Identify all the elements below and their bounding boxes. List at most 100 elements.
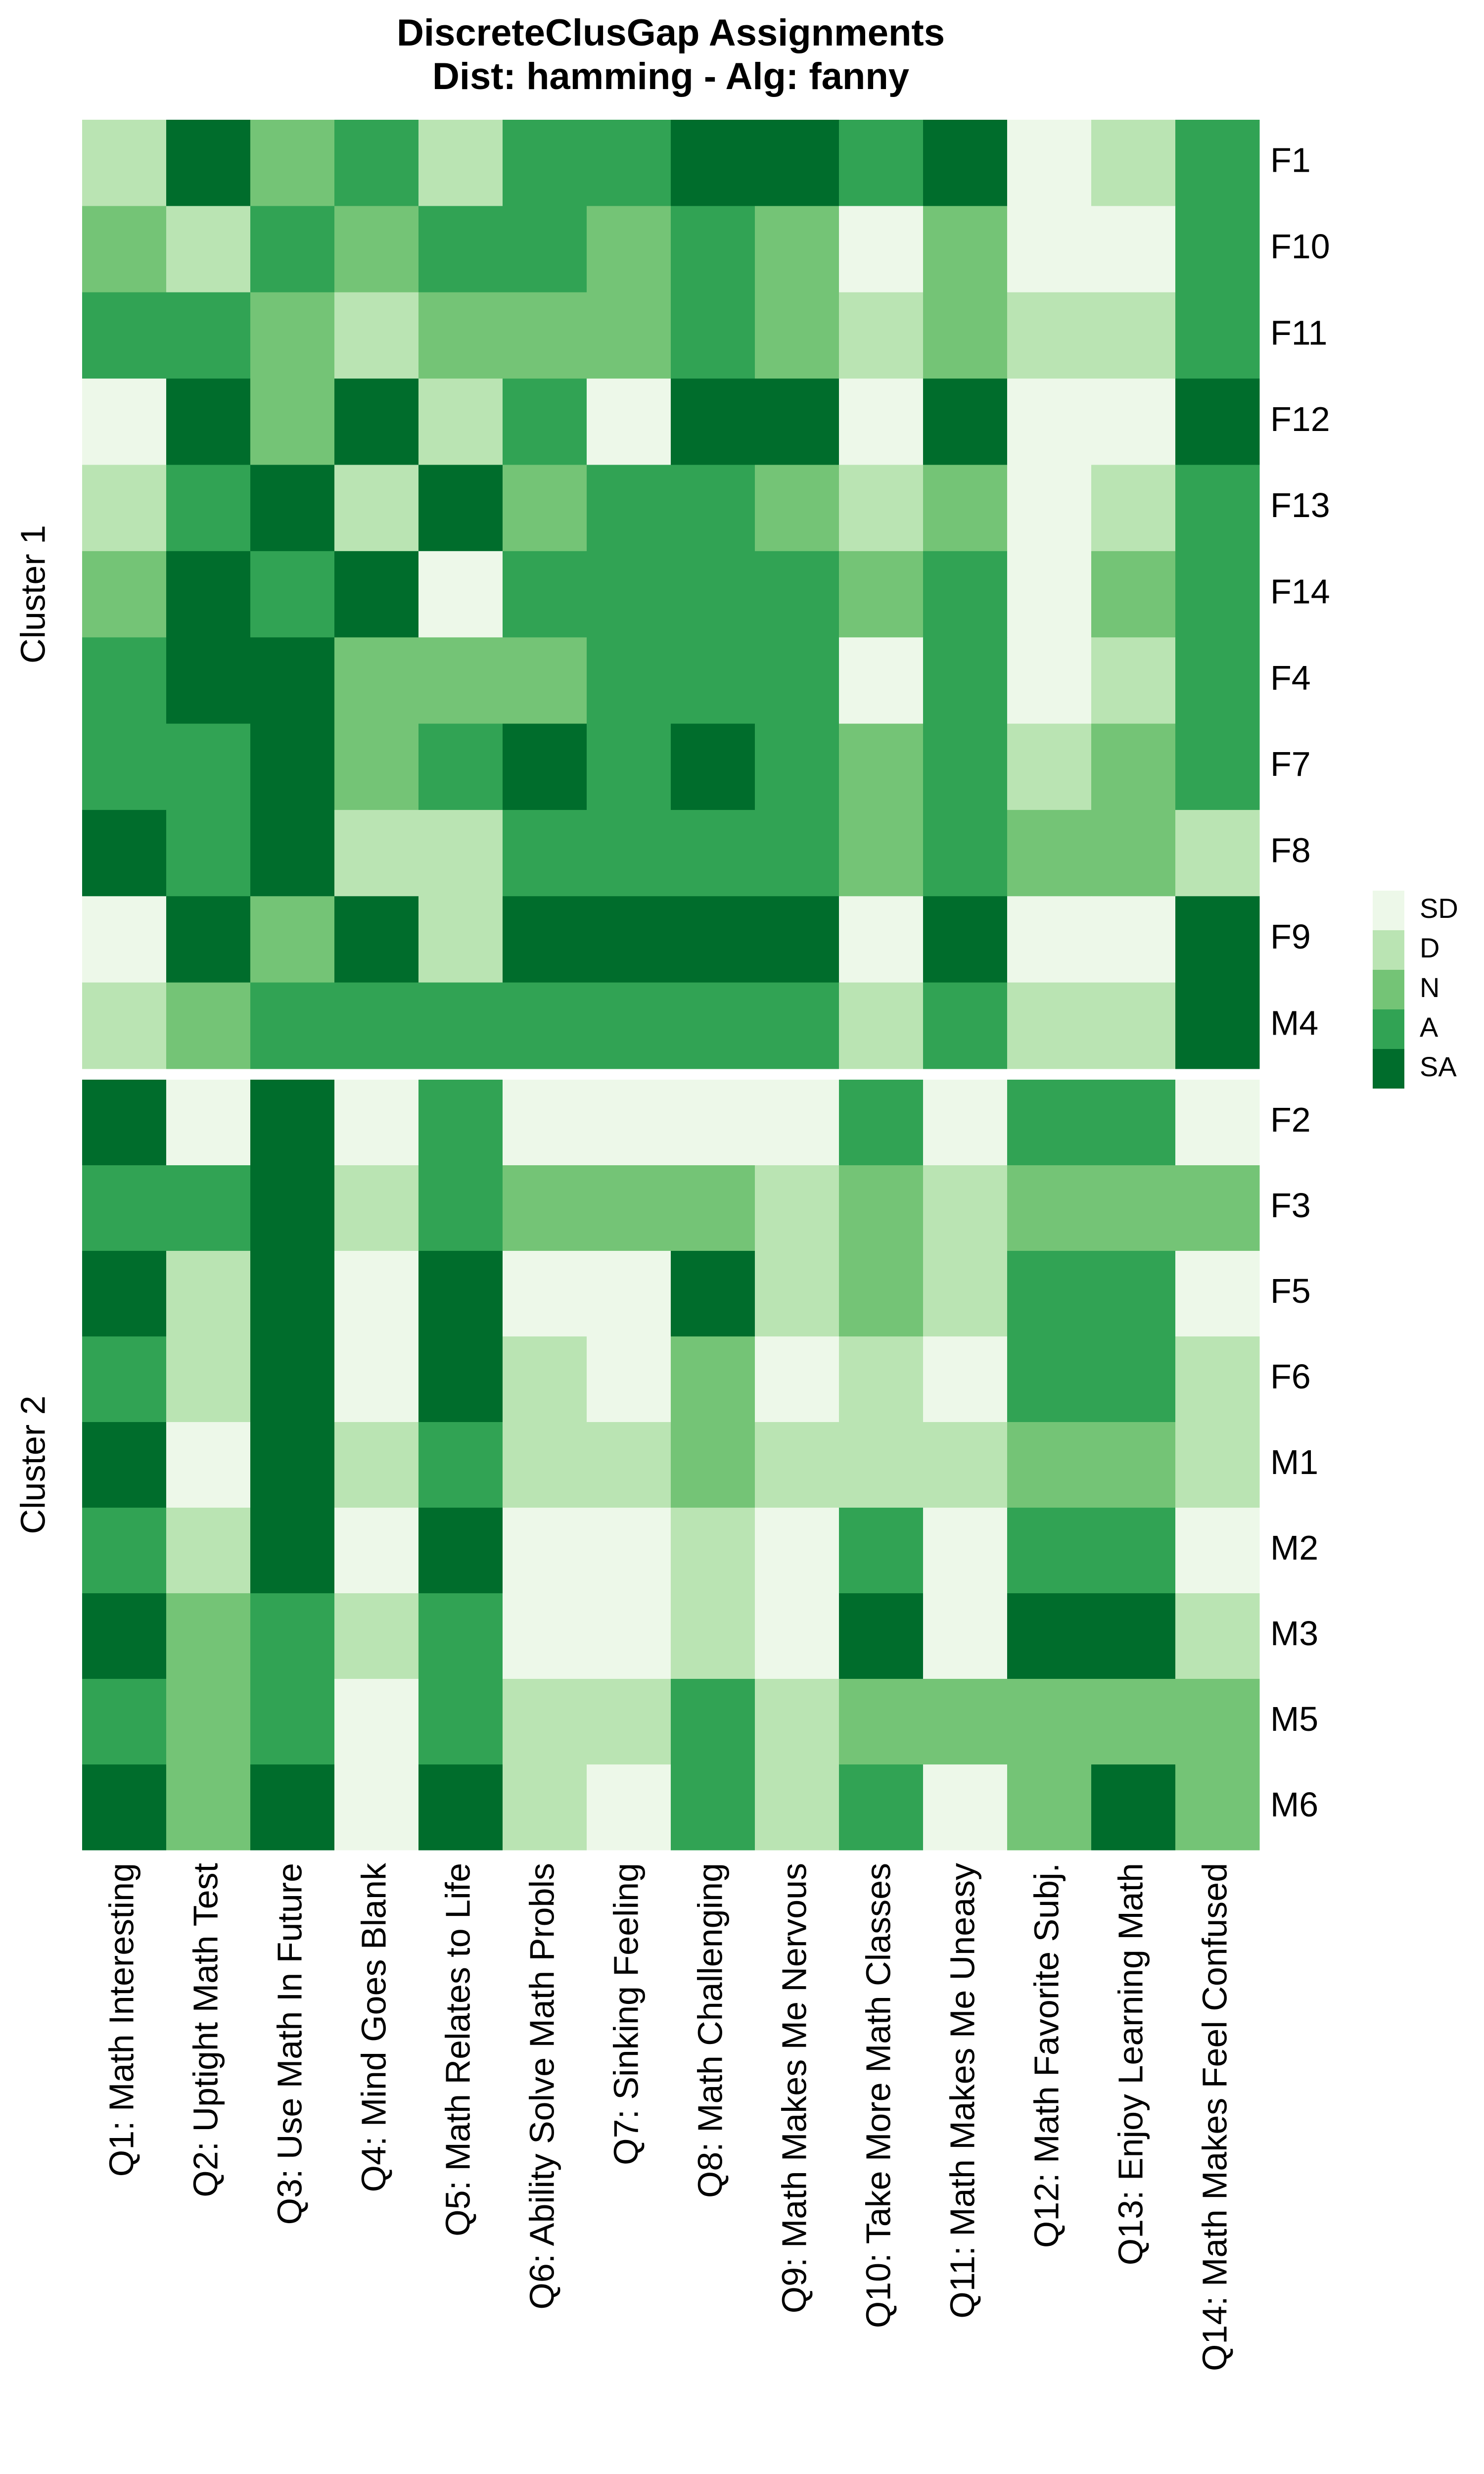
heatmap-cell xyxy=(1091,1336,1176,1423)
heatmap-cell xyxy=(334,1422,419,1508)
column-label: Q1: Math Interesting xyxy=(102,1863,140,2177)
column-label: Q10: Take More Math Classes xyxy=(859,1863,897,2328)
heatmap-cell xyxy=(82,1422,167,1508)
heatmap-cell xyxy=(1175,1165,1260,1251)
heatmap-cell xyxy=(503,120,587,206)
row-label: F2 xyxy=(1270,1100,1311,1139)
legend-swatch xyxy=(1373,930,1404,970)
heatmap-cell xyxy=(1091,551,1176,638)
heatmap-cell xyxy=(250,120,335,206)
heatmap-cell xyxy=(250,637,335,724)
heatmap-cell xyxy=(839,465,924,552)
heatmap-cell xyxy=(418,1508,503,1594)
heatmap-cell xyxy=(418,809,503,897)
heatmap-cell xyxy=(1007,1251,1092,1337)
heatmap-cell xyxy=(671,637,755,724)
heatmap-cell xyxy=(755,551,839,638)
heatmap-cell xyxy=(671,1165,755,1251)
heatmap-cell xyxy=(587,1764,671,1851)
heatmap-cell xyxy=(839,1679,924,1765)
heatmap-cell xyxy=(1091,120,1176,206)
heatmap-cell xyxy=(1007,1764,1092,1851)
heatmap-cell xyxy=(418,120,503,206)
column-label: Q8: Math Challenging xyxy=(691,1863,729,2198)
heatmap-cell xyxy=(166,723,251,810)
heatmap-cell xyxy=(82,1080,167,1166)
heatmap-cell xyxy=(839,723,924,810)
heatmap-cell xyxy=(671,1336,755,1423)
heatmap-cell xyxy=(503,206,587,293)
row-label: F1 xyxy=(1270,141,1311,180)
heatmap-cell xyxy=(1175,120,1260,206)
row-label: M4 xyxy=(1270,1003,1318,1042)
heatmap-cell xyxy=(1007,465,1092,552)
heatmap-cell xyxy=(839,809,924,897)
heatmap-cell xyxy=(839,206,924,293)
heatmap-cell xyxy=(1007,1165,1092,1251)
heatmap-cell xyxy=(755,1679,839,1765)
heatmap-cell xyxy=(503,465,587,552)
column-label: Q4: Mind Goes Blank xyxy=(354,1862,393,2192)
heatmap-cell xyxy=(250,206,335,293)
heatmap-cell xyxy=(1007,551,1092,638)
heatmap-cell xyxy=(334,1080,419,1166)
heatmap-cell xyxy=(1091,465,1176,552)
heatmap-cell xyxy=(250,982,335,1069)
heatmap-cell xyxy=(503,982,587,1069)
heatmap-cell xyxy=(923,206,1008,293)
heatmap-cell xyxy=(418,379,503,465)
heatmap-cell xyxy=(166,1422,251,1508)
heatmap-cell xyxy=(923,551,1008,638)
heatmap-cell xyxy=(755,1336,839,1423)
heatmap-cell xyxy=(1175,1679,1260,1765)
heatmap-cell xyxy=(587,1165,671,1251)
heatmap-cell xyxy=(82,982,167,1069)
heatmap-cell xyxy=(418,1593,503,1679)
column-label: Q14: Math Makes Feel Confused xyxy=(1195,1863,1234,2371)
heatmap-cell xyxy=(418,551,503,638)
heatmap-cell xyxy=(1007,120,1092,206)
heatmap-cell xyxy=(418,1251,503,1337)
heatmap-cell xyxy=(755,1080,839,1166)
heatmap-cell xyxy=(418,292,503,379)
heatmap-cell xyxy=(250,809,335,897)
heatmap-cell xyxy=(671,465,755,552)
row-label: F11 xyxy=(1270,313,1327,352)
heatmap-cell xyxy=(1091,1593,1176,1679)
heatmap-cell xyxy=(166,379,251,465)
heatmap-cell xyxy=(671,809,755,897)
heatmap-cell xyxy=(250,1508,335,1594)
heatmap-cell xyxy=(1007,292,1092,379)
heatmap-cell xyxy=(82,1679,167,1765)
heatmap-cell xyxy=(1007,1508,1092,1594)
heatmap-cell xyxy=(1175,896,1260,983)
heatmap-cell xyxy=(166,551,251,638)
heatmap-cell xyxy=(334,1508,419,1594)
heatmap-cell xyxy=(671,1080,755,1166)
heatmap-cell xyxy=(250,379,335,465)
heatmap-cell xyxy=(1091,1080,1176,1166)
heatmap-cell xyxy=(334,982,419,1069)
heatmap-cell xyxy=(166,1593,251,1679)
heatmap-cell xyxy=(418,465,503,552)
heatmap-cell xyxy=(839,1336,924,1423)
heatmap-cell xyxy=(503,292,587,379)
heatmap-cell xyxy=(839,379,924,465)
heatmap-cell xyxy=(587,982,671,1069)
heatmap-cell xyxy=(250,1764,335,1851)
legend-swatch xyxy=(1373,970,1404,1009)
heatmap-cell xyxy=(82,723,167,810)
heatmap-cell xyxy=(166,896,251,983)
heatmap-cell xyxy=(1007,809,1092,897)
heatmap-cell xyxy=(1175,551,1260,638)
heatmap-cell xyxy=(755,1764,839,1851)
heatmap-cell xyxy=(166,809,251,897)
heatmap-cell xyxy=(334,809,419,897)
column-label: Q13: Enjoy Learning Math xyxy=(1111,1863,1150,2265)
heatmap-cell xyxy=(587,723,671,810)
column-label: Q2: Uptight Math Test xyxy=(186,1863,225,2197)
heatmap-cell xyxy=(587,1679,671,1765)
heatmap-cell xyxy=(250,1165,335,1251)
heatmap-cell xyxy=(839,1251,924,1337)
